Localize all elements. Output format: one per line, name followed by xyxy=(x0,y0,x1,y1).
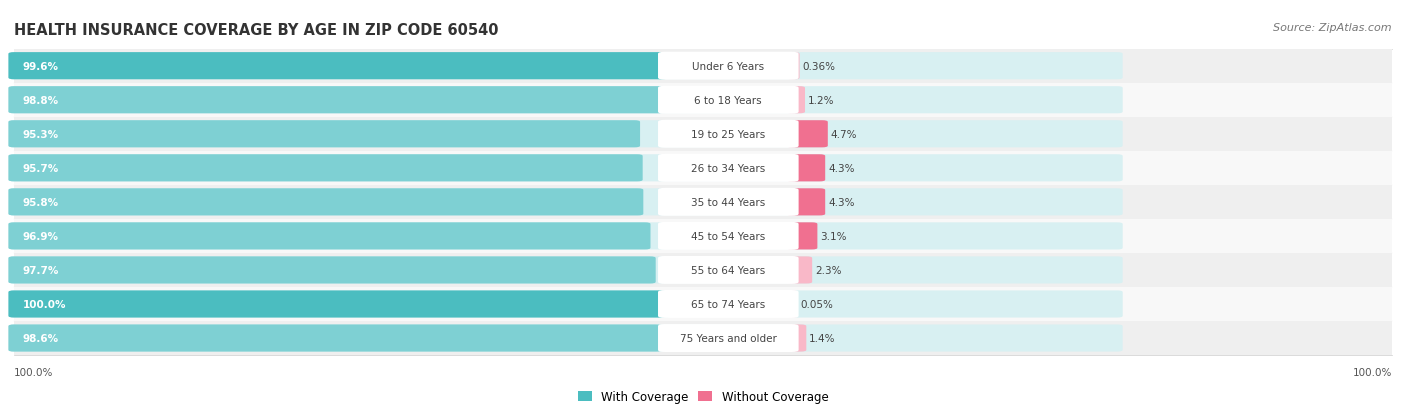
FancyBboxPatch shape xyxy=(658,87,799,114)
Text: 95.8%: 95.8% xyxy=(22,197,59,207)
FancyBboxPatch shape xyxy=(8,87,1123,114)
Text: 75 Years and older: 75 Years and older xyxy=(681,333,776,343)
Text: 35 to 44 Years: 35 to 44 Years xyxy=(692,197,765,207)
FancyBboxPatch shape xyxy=(658,324,799,352)
Bar xyxy=(14,117,1392,152)
Text: 0.05%: 0.05% xyxy=(800,299,834,309)
Bar xyxy=(14,185,1392,219)
Text: 100.0%: 100.0% xyxy=(22,299,66,309)
FancyBboxPatch shape xyxy=(658,222,799,250)
FancyBboxPatch shape xyxy=(8,291,1123,318)
FancyBboxPatch shape xyxy=(786,257,813,284)
Text: 6 to 18 Years: 6 to 18 Years xyxy=(695,95,762,105)
FancyBboxPatch shape xyxy=(658,256,799,284)
FancyBboxPatch shape xyxy=(8,87,662,114)
Bar xyxy=(14,321,1392,355)
Text: 100.0%: 100.0% xyxy=(1353,367,1392,377)
Text: 4.3%: 4.3% xyxy=(828,197,855,207)
FancyBboxPatch shape xyxy=(8,189,644,216)
Text: 1.2%: 1.2% xyxy=(808,95,834,105)
FancyBboxPatch shape xyxy=(8,189,1123,216)
Text: 65 to 74 Years: 65 to 74 Years xyxy=(692,299,765,309)
FancyBboxPatch shape xyxy=(8,291,671,318)
Bar xyxy=(14,83,1392,117)
Text: 4.7%: 4.7% xyxy=(831,129,858,140)
Bar xyxy=(14,50,1392,83)
Text: 26 to 34 Years: 26 to 34 Years xyxy=(692,164,765,173)
FancyBboxPatch shape xyxy=(8,121,1123,148)
Text: 55 to 64 Years: 55 to 64 Years xyxy=(692,265,765,275)
FancyBboxPatch shape xyxy=(658,121,799,148)
FancyBboxPatch shape xyxy=(658,52,799,81)
FancyBboxPatch shape xyxy=(658,154,799,183)
Text: Source: ZipAtlas.com: Source: ZipAtlas.com xyxy=(1274,23,1392,33)
Text: HEALTH INSURANCE COVERAGE BY AGE IN ZIP CODE 60540: HEALTH INSURANCE COVERAGE BY AGE IN ZIP … xyxy=(14,23,499,38)
FancyBboxPatch shape xyxy=(8,53,668,80)
FancyBboxPatch shape xyxy=(8,155,643,182)
FancyBboxPatch shape xyxy=(8,223,1123,250)
Text: 45 to 54 Years: 45 to 54 Years xyxy=(692,231,765,241)
FancyBboxPatch shape xyxy=(8,325,662,352)
FancyBboxPatch shape xyxy=(8,155,1123,182)
Text: 4.3%: 4.3% xyxy=(828,164,855,173)
FancyBboxPatch shape xyxy=(8,223,651,250)
Bar xyxy=(14,219,1392,253)
FancyBboxPatch shape xyxy=(8,53,1123,80)
FancyBboxPatch shape xyxy=(786,223,817,250)
Text: Under 6 Years: Under 6 Years xyxy=(692,62,765,71)
Text: 98.6%: 98.6% xyxy=(22,333,59,343)
Text: 3.1%: 3.1% xyxy=(820,231,846,241)
FancyBboxPatch shape xyxy=(786,189,825,216)
FancyBboxPatch shape xyxy=(786,53,800,80)
FancyBboxPatch shape xyxy=(786,291,797,318)
FancyBboxPatch shape xyxy=(786,121,828,148)
FancyBboxPatch shape xyxy=(658,290,799,318)
Text: 99.6%: 99.6% xyxy=(22,62,59,71)
FancyBboxPatch shape xyxy=(8,257,1123,284)
Legend: With Coverage, Without Coverage: With Coverage, Without Coverage xyxy=(578,390,828,403)
Text: 97.7%: 97.7% xyxy=(22,265,59,275)
Text: 96.9%: 96.9% xyxy=(22,231,59,241)
Text: 95.3%: 95.3% xyxy=(22,129,59,140)
Text: 1.4%: 1.4% xyxy=(808,333,835,343)
Text: 95.7%: 95.7% xyxy=(22,164,59,173)
FancyBboxPatch shape xyxy=(8,325,1123,352)
FancyBboxPatch shape xyxy=(786,155,825,182)
FancyBboxPatch shape xyxy=(786,325,806,352)
Text: 0.36%: 0.36% xyxy=(803,62,835,71)
Text: 98.8%: 98.8% xyxy=(22,95,59,105)
Text: 19 to 25 Years: 19 to 25 Years xyxy=(692,129,765,140)
Bar xyxy=(14,287,1392,321)
Text: 100.0%: 100.0% xyxy=(14,367,53,377)
Bar xyxy=(14,253,1392,287)
FancyBboxPatch shape xyxy=(786,87,806,114)
Text: 2.3%: 2.3% xyxy=(815,265,841,275)
FancyBboxPatch shape xyxy=(8,257,655,284)
Bar xyxy=(14,152,1392,185)
FancyBboxPatch shape xyxy=(8,121,640,148)
FancyBboxPatch shape xyxy=(658,188,799,216)
